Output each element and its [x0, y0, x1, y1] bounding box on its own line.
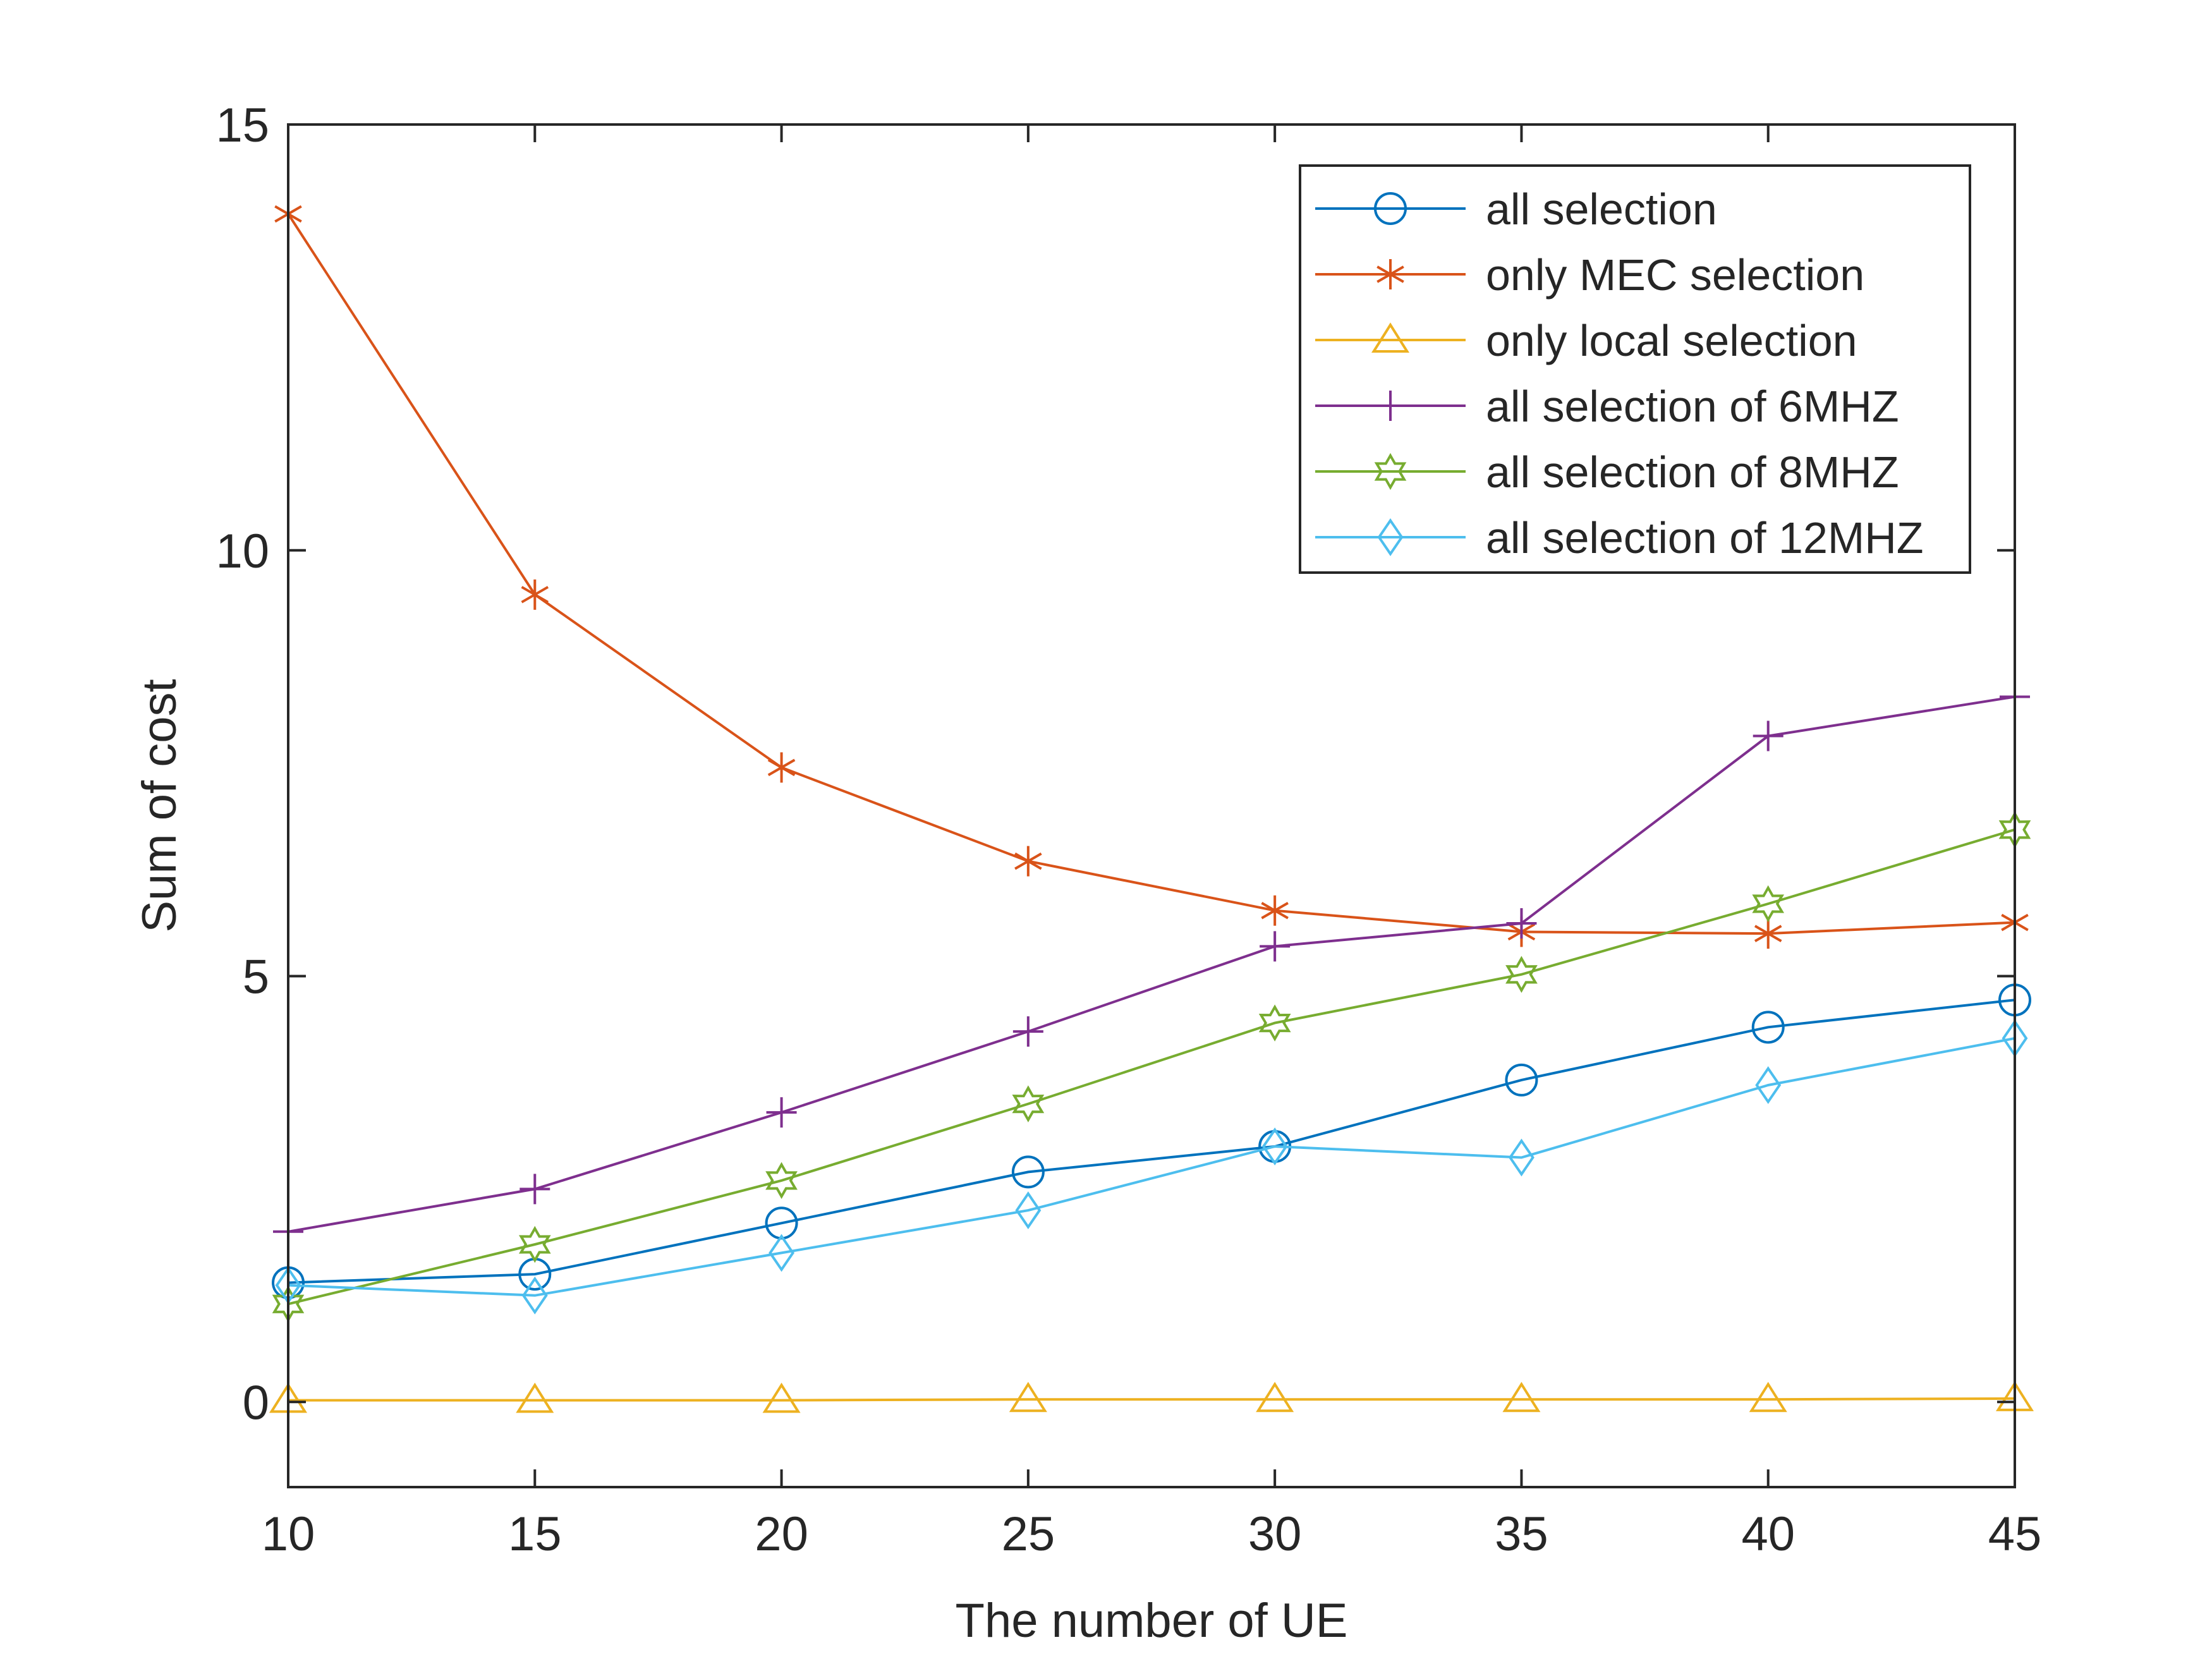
legend-item: only MEC selection [1315, 250, 1864, 300]
axes-layer: 10 15 20 25 30 35 40 45 0 5 10 15 [216, 99, 2041, 1561]
x-tick-label: 15 [508, 1507, 562, 1561]
legend-label: only MEC selection [1486, 250, 1864, 300]
data-point [1751, 1011, 1785, 1044]
data-point [762, 1382, 801, 1413]
data-point [1506, 908, 1537, 939]
x-tick-label: 35 [1495, 1507, 1548, 1561]
data-point [1009, 1382, 1047, 1413]
data-point [521, 1276, 548, 1315]
data-point [1755, 1066, 1782, 1104]
data-point [518, 1225, 551, 1263]
y-tick-label: 10 [216, 525, 269, 578]
series-2 [274, 198, 2029, 949]
data-point [1749, 1382, 1787, 1413]
y-tick-label: 5 [243, 951, 269, 1004]
data-point [769, 1234, 794, 1272]
data-point [767, 752, 796, 783]
x-tick-label: 40 [1741, 1507, 1795, 1561]
x-tick-label: 20 [755, 1507, 808, 1561]
legend-box [1299, 164, 1971, 574]
legend-label: all selection of 6MHZ [1486, 382, 1899, 431]
x-axis-label: The number of UE [956, 1594, 1348, 1648]
legend-label: only local selection [1486, 316, 1857, 365]
data-point [1012, 1085, 1045, 1122]
legend-item: all selection of 12MHZ [1315, 513, 1924, 562]
data-point [766, 1097, 797, 1128]
x-tick-label: 25 [1002, 1507, 1055, 1561]
y-tick-label: 15 [216, 99, 269, 152]
legend: all selection only MEC selection only loca… [1299, 164, 1971, 574]
data-point [1258, 1004, 1291, 1042]
data-point [520, 1174, 550, 1205]
legend-label: all selection [1486, 185, 1717, 234]
series-line [288, 695, 2015, 1233]
series-5 [272, 811, 2031, 1323]
legend-item: all selection of 8MHZ [1315, 447, 1899, 497]
legend-marker [1371, 322, 1410, 353]
legend-marker [1376, 259, 1404, 289]
data-point [1256, 1382, 1294, 1413]
data-point [1505, 956, 1538, 994]
data-point [1752, 885, 1785, 923]
data-point [1754, 918, 1782, 949]
data-point [1011, 1155, 1045, 1189]
series-line [288, 1036, 2015, 1297]
legend-item: all selection of 6MHZ [1315, 382, 1899, 431]
data-point [516, 1382, 554, 1413]
data-point [765, 1162, 798, 1200]
plot-frame [287, 123, 2016, 1488]
legend-item: only local selection [1315, 316, 1857, 365]
series-line [288, 999, 2015, 1284]
data-point [1261, 1127, 1288, 1165]
x-tick-label: 45 [1988, 1507, 2042, 1561]
y-tick-label: 0 [243, 1376, 269, 1430]
x-tick-label: 30 [1248, 1507, 1302, 1561]
data-point [1753, 720, 1784, 751]
data-point [1015, 1191, 1042, 1230]
legend-label: all selection of 12MHZ [1486, 513, 1924, 562]
data-point [1502, 1382, 1541, 1413]
data-point [1509, 1138, 1534, 1177]
data-point [1505, 1063, 1538, 1097]
legend-label: all selection of 8MHZ [1486, 447, 1899, 497]
legend-marker [1377, 518, 1404, 556]
data-point [1014, 846, 1042, 877]
x-tick-label: 10 [262, 1507, 315, 1561]
legend-marker [1374, 453, 1407, 490]
legend-marker [1374, 192, 1407, 225]
series-layer [269, 198, 2034, 1413]
series-line [288, 1397, 2015, 1402]
data-point [1260, 931, 1291, 962]
data-point [1261, 895, 1289, 926]
legend-marker [1375, 391, 1406, 421]
y-axis-label: Sum of cost [133, 679, 186, 932]
data-point [521, 579, 549, 610]
series-line [287, 213, 2015, 935]
series-line [288, 828, 2015, 1306]
legend-item: all selection [1315, 185, 1717, 234]
data-point [1012, 1016, 1043, 1047]
